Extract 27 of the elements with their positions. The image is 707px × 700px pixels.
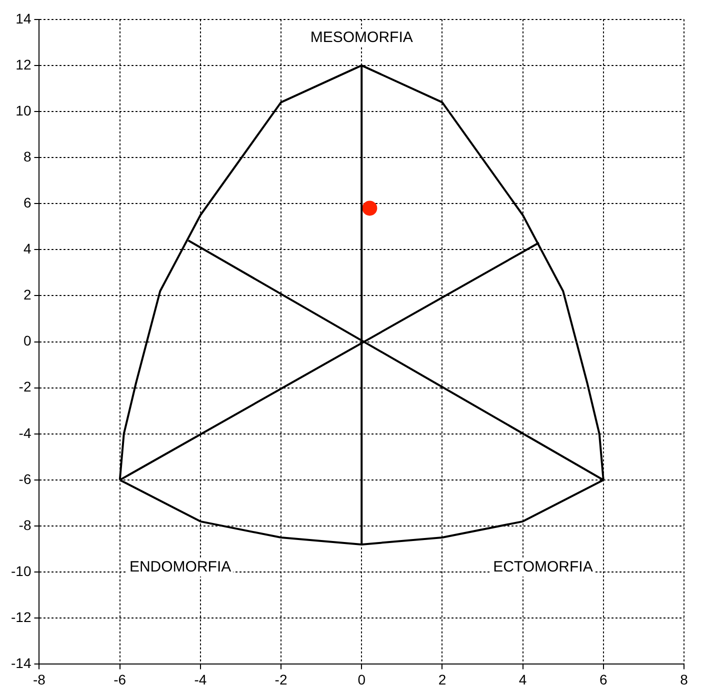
y-tick-label: -10 — [11, 562, 32, 579]
y-tick-label: 6 — [23, 194, 32, 210]
annotation: MESOMORFIA — [310, 28, 413, 46]
x-tick-label: 0 — [358, 671, 366, 688]
x-tick-label: -4 — [194, 671, 207, 688]
y-tick-label: 2 — [23, 286, 32, 303]
annotation: ECTOMORFIA — [493, 558, 593, 576]
y-tick-label: 0 — [23, 332, 32, 349]
x-tick-label: -6 — [114, 671, 126, 688]
x-tick-label: 2 — [438, 671, 446, 688]
x-tick-label: -2 — [274, 671, 288, 688]
y-tick-label: 10 — [16, 102, 32, 118]
y-tick-label: -6 — [18, 470, 32, 487]
y-tick-label: -14 — [11, 655, 32, 672]
y-tick-label: -4 — [18, 424, 32, 441]
y-tick-label: -2 — [18, 378, 32, 395]
y-tick-label: -12 — [11, 609, 32, 625]
x-tick-label: 6 — [600, 671, 608, 688]
y-tick-label: -8 — [18, 516, 32, 533]
y-tick-label: 12 — [16, 56, 32, 72]
y-tick-label: 4 — [23, 240, 32, 257]
y-tick-label: 8 — [23, 148, 32, 164]
annotation: ENDOMORFIA — [129, 558, 232, 576]
x-tick-label: 8 — [680, 671, 688, 688]
x-tick-label: 4 — [518, 671, 527, 688]
x-tick-label: -8 — [33, 671, 46, 688]
y-tick-label: 14 — [16, 10, 32, 26]
